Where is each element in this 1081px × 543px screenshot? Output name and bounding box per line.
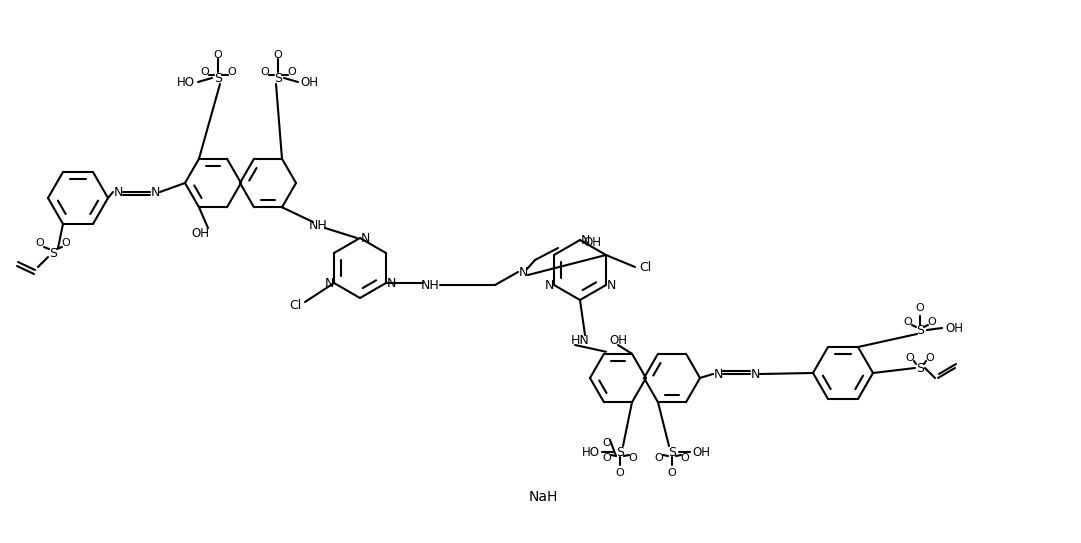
- Text: NH: NH: [308, 218, 328, 231]
- Text: O: O: [62, 238, 70, 248]
- Text: N: N: [580, 233, 590, 247]
- Text: Cl: Cl: [289, 299, 302, 312]
- Text: N: N: [114, 186, 122, 199]
- Text: O: O: [925, 353, 934, 363]
- Text: OH: OH: [301, 75, 318, 89]
- Text: S: S: [916, 362, 924, 375]
- Text: O: O: [602, 453, 612, 463]
- Text: S: S: [616, 445, 624, 458]
- Text: N: N: [360, 231, 370, 244]
- Text: OH: OH: [583, 236, 601, 249]
- Text: O: O: [273, 50, 282, 60]
- Text: N: N: [750, 368, 760, 381]
- Text: O: O: [602, 438, 612, 448]
- Text: S: S: [273, 72, 282, 85]
- Text: O: O: [916, 303, 924, 313]
- Text: O: O: [681, 453, 690, 463]
- Text: N: N: [518, 266, 528, 279]
- Text: O: O: [201, 67, 210, 77]
- Text: O: O: [36, 238, 44, 248]
- Text: N: N: [386, 276, 396, 289]
- Text: NaH: NaH: [529, 490, 558, 504]
- Text: OH: OH: [191, 226, 209, 239]
- Text: S: S: [668, 445, 676, 458]
- Text: N: N: [545, 279, 553, 292]
- Text: O: O: [228, 67, 237, 77]
- Text: S: S: [214, 72, 222, 85]
- Text: HO: HO: [582, 445, 600, 458]
- Text: O: O: [288, 67, 296, 77]
- Text: HN: HN: [571, 333, 589, 346]
- Text: O: O: [906, 353, 915, 363]
- Text: Cl: Cl: [639, 261, 651, 274]
- Text: O: O: [927, 317, 936, 327]
- Text: O: O: [629, 453, 638, 463]
- Text: NH: NH: [421, 279, 439, 292]
- Text: N: N: [324, 276, 334, 289]
- Text: OH: OH: [609, 333, 627, 346]
- Text: O: O: [668, 468, 677, 478]
- Text: O: O: [655, 453, 664, 463]
- Text: S: S: [49, 247, 57, 260]
- Text: O: O: [904, 317, 912, 327]
- Text: N: N: [713, 368, 723, 381]
- Text: N: N: [606, 279, 616, 292]
- Text: HO: HO: [177, 75, 195, 89]
- Text: O: O: [214, 50, 223, 60]
- Text: OH: OH: [692, 445, 710, 458]
- Text: OH: OH: [945, 321, 963, 334]
- Text: O: O: [615, 468, 625, 478]
- Text: N: N: [150, 186, 160, 199]
- Text: O: O: [261, 67, 269, 77]
- Text: S: S: [916, 324, 924, 337]
